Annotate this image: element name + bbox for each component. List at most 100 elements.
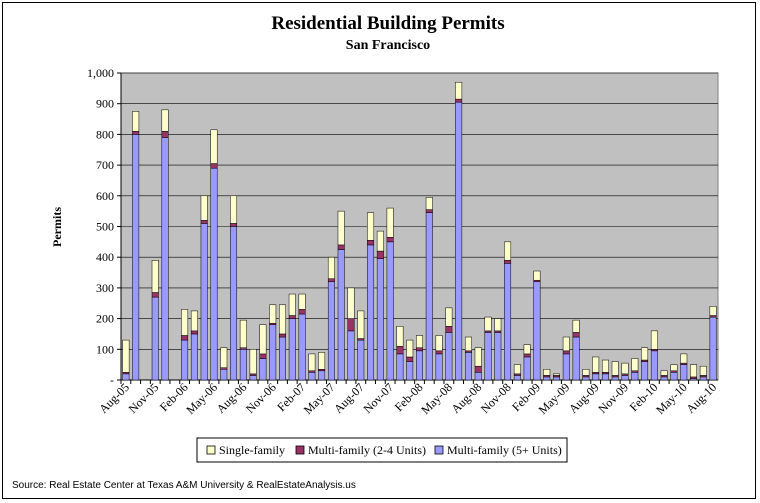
chart-subtitle: San Francisco — [346, 38, 430, 53]
bar-multi-family-2-4 — [406, 356, 414, 362]
bar-single-family — [220, 347, 228, 368]
bar-multi-family-5plus — [347, 330, 355, 381]
bar-multi-family-2-4 — [425, 209, 433, 213]
bar-multi-family-5plus — [641, 361, 649, 381]
bar-single-family — [181, 309, 189, 336]
bar-single-family — [161, 109, 169, 132]
bar-single-family — [670, 364, 678, 372]
bar-multi-family-5plus — [631, 372, 639, 381]
x-tick-label: Nov-09 — [595, 380, 631, 416]
bar-multi-family-2-4 — [210, 163, 218, 169]
legend-label-multi-family-2-4: Multi-family (2-4 Units) — [308, 443, 426, 457]
bar-single-family — [230, 195, 238, 224]
bar-multi-family-5plus — [513, 375, 521, 381]
bar-multi-family-2-4 — [504, 260, 512, 264]
bar-multi-family-5plus — [259, 358, 267, 381]
bar-single-family — [504, 241, 512, 261]
bar-multi-family-5plus — [435, 353, 443, 381]
bar-single-family — [523, 344, 531, 355]
bar-single-family — [553, 373, 560, 376]
legend-label-single-family: Single-family — [219, 443, 285, 457]
bar-multi-family-5plus — [484, 332, 492, 381]
y-tick-label: 300 — [96, 281, 114, 295]
bar-multi-family-5plus — [161, 137, 169, 381]
bar-multi-family-2-4 — [347, 318, 355, 332]
bar-multi-family-5plus — [572, 336, 580, 381]
bar-single-family — [318, 352, 326, 370]
bar-multi-family-5plus — [464, 352, 472, 381]
y-tick-label: 700 — [96, 158, 114, 172]
y-tick-label: 200 — [96, 312, 114, 326]
bar-single-family — [513, 364, 521, 375]
bar-multi-family-2-4 — [523, 353, 531, 358]
bar-multi-family-5plus — [523, 356, 531, 381]
legend-swatch-multi-family-5plus — [434, 445, 444, 455]
bar-multi-family-2-4 — [161, 131, 169, 138]
bar-multi-family-5plus — [386, 241, 394, 381]
bar-multi-family-2-4 — [327, 278, 335, 283]
y-tick-label: - — [110, 373, 114, 387]
x-tick-label: May-10 — [653, 380, 690, 417]
bar-single-family — [631, 358, 639, 372]
bar-multi-family-2-4 — [455, 98, 463, 103]
bar-multi-family-5plus — [210, 167, 218, 381]
x-tick-label: Nov-07 — [360, 380, 396, 416]
bar-multi-family-2-4 — [367, 240, 375, 246]
bar-multi-family-5plus — [582, 376, 590, 381]
y-tick-label: 600 — [96, 189, 114, 203]
bar-multi-family-2-4 — [288, 315, 296, 319]
bar-multi-family-5plus — [269, 324, 277, 381]
bar-single-family — [680, 353, 688, 364]
bar-single-family — [484, 316, 492, 332]
bar-single-family — [376, 230, 384, 252]
bar-single-family — [699, 365, 707, 376]
bar-multi-family-2-4 — [230, 223, 238, 227]
bar-single-family — [288, 293, 296, 316]
bar-single-family — [621, 362, 629, 375]
bar-single-family — [132, 111, 140, 132]
bar-multi-family-5plus — [445, 332, 453, 381]
bar-multi-family-2-4 — [386, 236, 394, 243]
bar-multi-family-2-4 — [435, 350, 443, 355]
bar-single-family — [249, 349, 257, 375]
bar-single-family — [592, 356, 600, 373]
bar-multi-family-5plus — [494, 332, 502, 381]
y-tick-label: 1,000 — [87, 66, 114, 80]
bar-multi-family-2-4 — [259, 353, 267, 359]
bar-single-family — [690, 364, 698, 378]
bar-multi-family-5plus — [474, 372, 482, 381]
bar-multi-family-5plus — [660, 376, 668, 381]
x-tick-label: Aug-09 — [566, 380, 602, 416]
bar-multi-family-5plus — [406, 361, 414, 381]
bar-multi-family-2-4 — [181, 335, 189, 341]
bar-multi-family-5plus — [151, 296, 159, 381]
bar-single-family — [445, 307, 453, 327]
bar-multi-family-5plus — [181, 339, 189, 381]
x-tick-label: Nov-05 — [126, 380, 162, 416]
bar-multi-family-2-4 — [279, 333, 286, 338]
bar-multi-family-5plus — [230, 226, 238, 381]
bar-multi-family-5plus — [650, 350, 658, 381]
bar-multi-family-5plus — [288, 318, 296, 381]
bar-multi-family-2-4 — [572, 332, 580, 338]
bar-multi-family-2-4 — [200, 220, 208, 224]
bar-multi-family-5plus — [504, 263, 512, 381]
bar-single-family — [200, 195, 208, 221]
bar-multi-family-5plus — [200, 223, 208, 381]
chart-title: Residential Building Permits — [271, 13, 504, 34]
bar-multi-family-2-4 — [190, 330, 198, 335]
bar-single-family — [641, 347, 649, 361]
bar-multi-family-5plus — [553, 376, 560, 381]
bar-multi-family-2-4 — [151, 292, 159, 298]
bar-multi-family-2-4 — [474, 365, 482, 373]
bar-single-family — [347, 287, 355, 319]
bar-multi-family-5plus — [279, 336, 286, 381]
bar-single-family — [601, 359, 609, 373]
y-tick-label: 900 — [96, 97, 114, 111]
bar-single-family — [611, 361, 619, 376]
bar-single-family — [327, 256, 335, 279]
bar-single-family — [259, 324, 267, 355]
bar-single-family — [357, 310, 365, 339]
bar-multi-family-5plus — [601, 373, 609, 381]
bar-multi-family-2-4 — [337, 244, 345, 250]
